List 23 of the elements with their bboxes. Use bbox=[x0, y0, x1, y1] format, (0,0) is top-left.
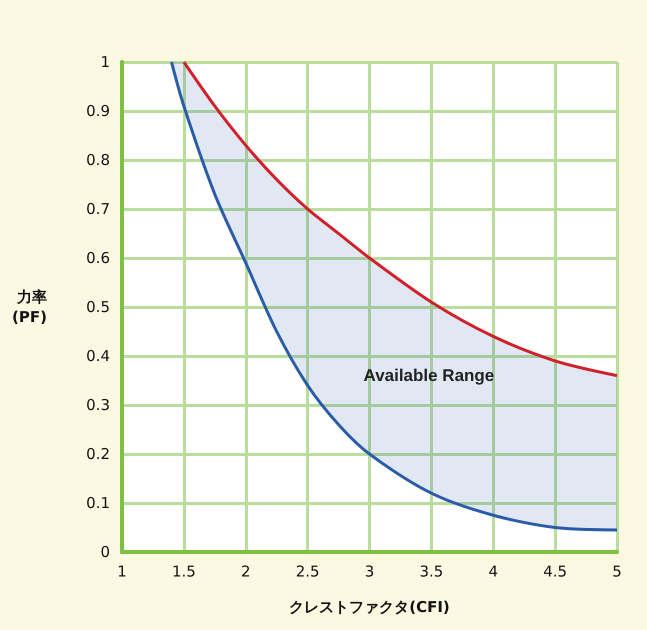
y-axis-title: 力率 (PF) bbox=[12, 288, 47, 326]
y-tick-label: 0.2 bbox=[86, 445, 110, 463]
x-tick-label: 3 bbox=[364, 562, 374, 580]
y-tick-label: 0.6 bbox=[86, 249, 110, 267]
x-tick-label: 3.5 bbox=[419, 562, 444, 580]
x-tick-label: 4.5 bbox=[543, 562, 568, 580]
x-tick-label: 5 bbox=[612, 562, 622, 580]
y-tick-label: 1 bbox=[100, 53, 110, 71]
y-tick-label: 0.4 bbox=[86, 347, 110, 365]
y-tick-label: 0.8 bbox=[86, 151, 110, 169]
x-tick-label: 2.5 bbox=[296, 562, 320, 580]
y-tick-label: 0.9 bbox=[86, 102, 110, 120]
x-tick-label: 2 bbox=[240, 562, 251, 580]
y-tick-label: 0 bbox=[100, 543, 110, 561]
x-axis-title: クレストファクタ(CFI) bbox=[289, 598, 450, 616]
x-tick-label: 1 bbox=[117, 562, 127, 580]
y-tick-label: 0.7 bbox=[86, 200, 110, 218]
y-tick-label: 0.1 bbox=[86, 494, 110, 512]
y-tick-label: 0.5 bbox=[86, 298, 110, 316]
annotation: Available Range bbox=[364, 366, 494, 386]
x-tick-label: 1.5 bbox=[172, 562, 196, 580]
y-tick-label: 0.3 bbox=[86, 396, 110, 414]
x-tick-label: 4 bbox=[488, 562, 498, 580]
